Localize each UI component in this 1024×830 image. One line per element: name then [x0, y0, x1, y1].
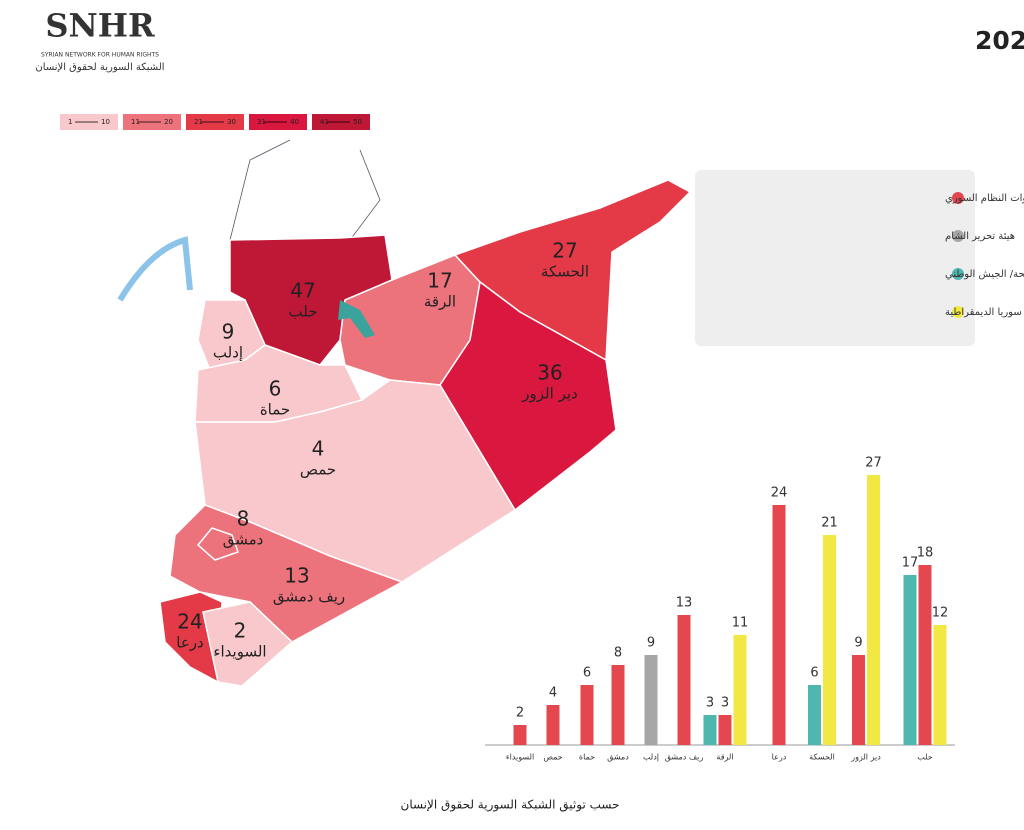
border — [229, 139, 381, 241]
logo: SNHR — [45, 7, 155, 45]
region-name: دمشق — [223, 531, 264, 549]
scale-to: 20 — [164, 118, 173, 126]
region-name: دير الزور — [521, 385, 577, 403]
bar — [823, 535, 836, 745]
region-count: 9 — [222, 320, 235, 344]
legend-label: قوات سوريا الديمقراطية — [945, 307, 1024, 318]
value-label: 2 — [516, 706, 524, 721]
bar — [513, 725, 527, 745]
region-name: الرقة — [424, 293, 456, 311]
value-label: 12 — [932, 606, 949, 621]
value-label: 18 — [917, 546, 934, 561]
scale-to: 30 — [227, 118, 236, 126]
x-tick-label: ريف دمشق — [665, 753, 704, 762]
scale-to: 50 — [353, 118, 362, 126]
legend-label: قوات النظام السوري — [945, 193, 1024, 204]
bar — [546, 705, 560, 745]
region-name: حماة — [260, 401, 290, 419]
region-name: درعا — [176, 634, 203, 652]
scale-from: 41 — [320, 118, 329, 126]
value-label: 6 — [810, 666, 818, 681]
value-label: 24 — [771, 486, 788, 501]
legend-box — [695, 170, 975, 346]
footer: حسب توثيق الشبكة السورية لحقوق الإنسان — [401, 798, 620, 813]
value-label: 21 — [821, 516, 838, 531]
bar — [580, 685, 594, 745]
value-label: 17 — [902, 556, 919, 571]
region-count: 2 — [234, 619, 247, 643]
title: ما لا يقل عن 193 حالة اعتقال تعسفي في سو… — [975, 24, 1024, 56]
region-count: 8 — [237, 507, 250, 531]
legend-dot — [952, 268, 964, 280]
bar — [611, 665, 625, 745]
region-count: 6 — [269, 377, 282, 401]
value-label: 3 — [721, 696, 729, 711]
region — [202, 601, 294, 687]
legend-label: جميع فصائل المعارضة المسلحة/ الجيش الوطن… — [945, 269, 1024, 280]
scale-to: 10 — [101, 118, 110, 126]
region-name: السويداء — [213, 643, 266, 661]
region-name: حلب — [289, 303, 318, 321]
value-label: 13 — [676, 596, 693, 611]
scale-from: 21 — [194, 118, 203, 126]
x-tick-label: حلب — [917, 753, 933, 762]
logo-en: SYRIAN NETWORK FOR HUMAN RIGHTS — [41, 52, 159, 59]
x-tick-label: إدلب — [643, 753, 659, 763]
region-count: 4 — [312, 437, 325, 461]
region-count: 27 — [552, 239, 577, 263]
value-label: 9 — [647, 636, 655, 651]
bar — [733, 635, 747, 745]
region-name: ريف دمشق — [273, 588, 345, 606]
region-name: إدلب — [213, 344, 243, 362]
region — [439, 280, 617, 512]
scale-to: 40 — [290, 118, 299, 126]
bar — [867, 475, 880, 745]
lake — [338, 300, 375, 338]
logo-ar: الشبكة السورية لحقوق الإنسان — [35, 62, 164, 73]
x-tick-label: الرقة — [716, 753, 733, 762]
bar — [918, 565, 932, 745]
value-label: 8 — [614, 646, 622, 661]
region-count: 17 — [427, 269, 452, 293]
x-tick-label: درعا — [772, 753, 787, 762]
x-tick-label: دير الزور — [850, 753, 881, 762]
bar — [718, 715, 732, 745]
legend-dot — [952, 306, 964, 318]
region-count: 13 — [284, 564, 309, 588]
legend-dot — [952, 192, 964, 204]
region — [196, 527, 239, 561]
bar — [677, 615, 691, 745]
x-tick-label: دمشق — [607, 753, 629, 762]
bar — [933, 625, 947, 745]
bar — [644, 655, 658, 745]
region-count: 24 — [177, 610, 202, 634]
region-count: 36 — [537, 361, 562, 385]
region-name: الحسكة — [541, 263, 589, 281]
scale-from: 31 — [257, 118, 266, 126]
value-label: 4 — [549, 686, 557, 701]
value-label: 9 — [854, 636, 862, 651]
sea — [117, 236, 193, 302]
value-label: 3 — [706, 696, 714, 711]
legend-dot — [952, 230, 964, 242]
value-label: 27 — [865, 456, 882, 471]
bar — [703, 715, 717, 745]
scale-from: 11 — [131, 118, 140, 126]
value-label: 6 — [583, 666, 591, 681]
bar — [903, 575, 917, 745]
bar — [808, 685, 821, 745]
bar — [852, 655, 865, 745]
legend-label: هيئة تحرير الشام — [945, 231, 1015, 242]
bar — [772, 505, 786, 745]
x-tick-label: الحسكة — [809, 753, 835, 762]
x-tick-label: حماة — [579, 753, 595, 762]
region-count: 47 — [290, 279, 315, 303]
x-tick-label: السويداء — [506, 753, 534, 762]
region-name: حمص — [300, 461, 336, 479]
value-label: 11 — [732, 616, 749, 631]
scale-from: 1 — [68, 118, 72, 126]
x-tick-label: حمص — [543, 753, 562, 762]
